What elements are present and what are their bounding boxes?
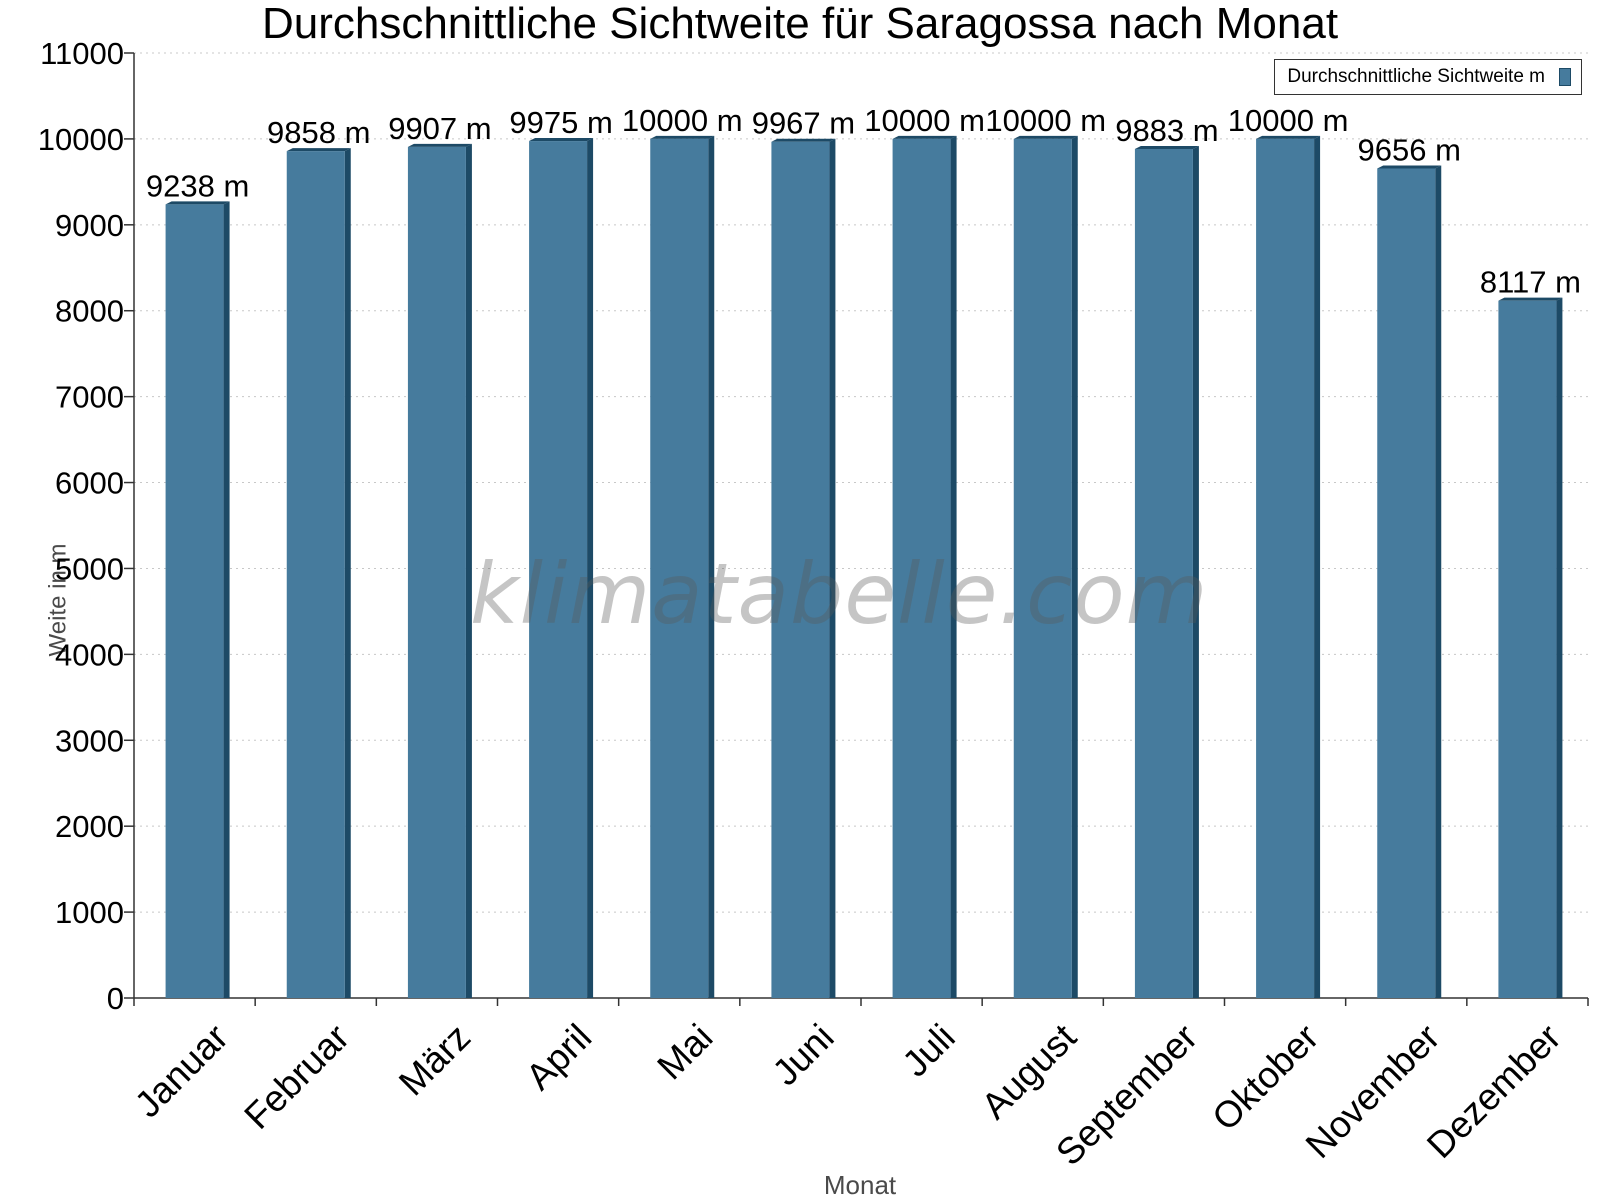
bar bbox=[286, 151, 345, 999]
y-tick-label: 8000 bbox=[55, 294, 124, 329]
bar bbox=[407, 146, 466, 999]
bar-side bbox=[1192, 145, 1199, 998]
y-tick-label: 2000 bbox=[55, 809, 124, 844]
data-label: 10000 m bbox=[985, 103, 1106, 138]
bar-top bbox=[1256, 135, 1321, 139]
bar bbox=[1498, 300, 1557, 998]
bar bbox=[165, 204, 224, 998]
x-tick-label: Dezember bbox=[1419, 1016, 1569, 1166]
bar-side bbox=[1435, 165, 1442, 999]
y-tick-label: 0 bbox=[107, 981, 124, 1016]
legend-swatch bbox=[1559, 68, 1571, 86]
x-tick-label: Februar bbox=[236, 1016, 357, 1137]
bar-side bbox=[465, 143, 472, 999]
bar-top bbox=[529, 138, 594, 142]
data-label: 9858 m bbox=[267, 115, 370, 150]
bar-top bbox=[771, 138, 836, 142]
bar-top bbox=[165, 201, 230, 205]
bar-side bbox=[950, 135, 957, 999]
chart-title: Durchschnittliche Sichtweite für Saragos… bbox=[261, 0, 1339, 48]
x-tick-label: Oktober bbox=[1204, 1016, 1326, 1138]
bar-side bbox=[1071, 135, 1078, 999]
x-tick-label: Juni bbox=[765, 1016, 842, 1093]
bar bbox=[1013, 138, 1072, 999]
y-tick-label: 11000 bbox=[40, 36, 124, 71]
bar bbox=[771, 141, 830, 999]
bar-top bbox=[1498, 297, 1563, 301]
data-label: 10000 m bbox=[864, 103, 985, 138]
bar-top bbox=[650, 135, 715, 139]
bar-side bbox=[1314, 135, 1321, 999]
x-tick-label: August bbox=[974, 1016, 1085, 1127]
bar bbox=[650, 138, 709, 999]
bar-top bbox=[1134, 145, 1199, 149]
bar-side bbox=[344, 148, 351, 999]
y-tick-label: 9000 bbox=[55, 208, 124, 243]
y-tick-label: 1000 bbox=[55, 895, 124, 930]
bar bbox=[1256, 138, 1315, 999]
data-label: 9975 m bbox=[509, 105, 612, 140]
y-tick-label: 6000 bbox=[55, 466, 124, 501]
data-label: 9907 m bbox=[388, 111, 491, 146]
data-label: 9238 m bbox=[146, 168, 249, 203]
data-label: 9967 m bbox=[752, 106, 855, 141]
x-tick-label: Mai bbox=[649, 1016, 720, 1087]
bar-top bbox=[286, 148, 351, 152]
x-tick-label: Juli bbox=[895, 1016, 963, 1084]
legend-entry-label: Durchschnittliche Sichtweite m bbox=[1287, 66, 1545, 87]
bar bbox=[892, 138, 951, 999]
bar-top bbox=[1377, 165, 1442, 169]
data-label: 8117 m bbox=[1480, 265, 1581, 300]
bar-side bbox=[587, 138, 594, 998]
bar bbox=[1377, 168, 1436, 999]
legend: Durchschnittliche Sichtweite m bbox=[1274, 59, 1582, 95]
x-tick-label: Januar bbox=[127, 1016, 236, 1125]
x-axis-label: Monat bbox=[823, 1170, 897, 1200]
data-label: 10000 m bbox=[622, 103, 743, 138]
y-tick-label: 10000 bbox=[38, 122, 124, 157]
bar-top bbox=[892, 135, 957, 139]
bar-side bbox=[708, 135, 715, 999]
bar-side bbox=[1556, 297, 1563, 998]
data-label: 9656 m bbox=[1358, 132, 1461, 167]
y-tick-label: 7000 bbox=[55, 380, 124, 415]
bar-side bbox=[223, 201, 230, 998]
bar bbox=[529, 141, 588, 998]
x-tick-label: April bbox=[518, 1016, 599, 1097]
data-label: 10000 m bbox=[1228, 103, 1349, 138]
bar bbox=[1134, 148, 1193, 998]
bar-side bbox=[829, 138, 836, 999]
watermark: klimatabelle.com bbox=[470, 545, 1209, 643]
y-tick-label: 3000 bbox=[55, 723, 124, 758]
data-label: 9883 m bbox=[1115, 113, 1218, 148]
y-tick-label: 4000 bbox=[55, 637, 124, 672]
bar-top bbox=[1013, 135, 1078, 139]
y-tick-label: 5000 bbox=[55, 551, 124, 586]
bar-top bbox=[407, 143, 472, 147]
x-tick-label: März bbox=[391, 1016, 478, 1103]
